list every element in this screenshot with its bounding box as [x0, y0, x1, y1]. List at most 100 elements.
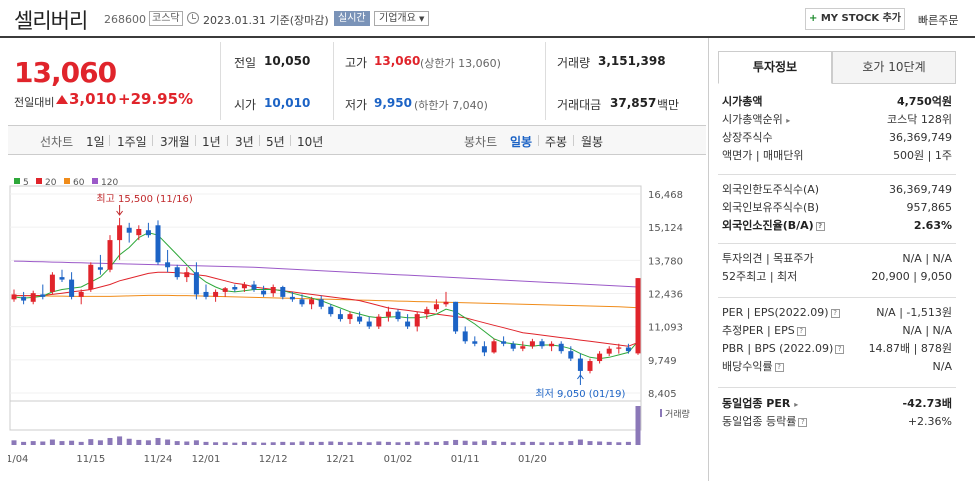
help-icon[interactable]: ? — [798, 417, 808, 427]
candle-body — [510, 343, 516, 349]
period-tab-10y[interactable]: 10년 — [297, 135, 324, 149]
volume-bar — [318, 441, 324, 445]
candle-body — [241, 284, 247, 289]
candle-body — [69, 279, 75, 297]
foreign-limit-value: 36,369,749 — [889, 183, 952, 196]
candle-body — [577, 358, 583, 371]
info-row: 시가총액 4,750억원 — [722, 93, 952, 111]
volume-bar — [577, 439, 583, 445]
candle-body — [520, 346, 526, 349]
candle-tab-weekly[interactable]: 주봉 — [545, 135, 568, 149]
info-row: 동일업종 등락률? +2.36% — [722, 413, 952, 431]
candle-body — [318, 299, 324, 307]
stock-chart: 5 20 60 120 16,468 15,124 13,780 12,436 11,093 9… — [8, 178, 690, 465]
divider — [333, 42, 334, 120]
sector-rate-label: 동일업종 등락률? — [722, 413, 808, 431]
tab-invest-info[interactable]: 투자정보 — [718, 51, 832, 84]
foreign-hold-label: 외국인보유주식수(B) — [722, 201, 820, 214]
volume-bar — [97, 440, 103, 445]
opinion-value: N/A | N/A — [902, 252, 952, 265]
candle-body — [97, 267, 103, 270]
x-tick-label: 11/15 — [76, 454, 105, 465]
candle-tab-daily[interactable]: 일봉 — [510, 135, 533, 149]
volume-bar — [203, 441, 209, 445]
info-row: 52주최고 | 최저 20,900 | 9,050 — [722, 268, 952, 286]
volume-bar — [232, 442, 238, 445]
period-tab-1y[interactable]: 1년 — [202, 135, 221, 149]
opinion-label: 투자의견 | 목표주가 — [722, 252, 814, 265]
period-bar — [8, 125, 706, 155]
foreign-rate-label: 외국인소진율(B/A)? — [722, 217, 825, 235]
quick-order-link[interactable]: 빠른주문 — [918, 14, 959, 27]
company-info-dropdown[interactable]: 기업개요 ▼ — [374, 11, 430, 26]
candle-body — [568, 351, 574, 359]
help-icon[interactable]: ? — [774, 362, 784, 372]
tab-orderbook[interactable]: 호가 10단계 — [832, 51, 956, 84]
per-value: N/A | -1,513원 — [876, 306, 952, 319]
volume-bar — [424, 441, 430, 445]
y-axis: 16,468 15,124 13,780 12,436 11,093 9,749 8,405 — [648, 190, 683, 400]
candle-body — [309, 299, 315, 305]
volume-bar — [433, 441, 439, 445]
market-cap-label: 시가총액 — [722, 95, 763, 108]
current-price: 13,060 — [14, 56, 117, 89]
period-tab-1w[interactable]: 1주일 — [117, 135, 147, 149]
low-label: 저가 — [345, 98, 368, 112]
candle-body — [539, 341, 545, 347]
legend-label: 5 — [23, 178, 29, 188]
candle-body — [232, 286, 238, 290]
help-icon[interactable]: ? — [835, 344, 845, 354]
divider — [109, 135, 110, 146]
divider — [718, 174, 956, 175]
candle-body — [78, 291, 84, 297]
volume-label: 거래량 — [665, 408, 690, 420]
volume-bar — [193, 440, 199, 445]
period-tab-1d[interactable]: 1일 — [86, 135, 105, 149]
div-text: 배당수익률 — [722, 360, 773, 373]
candle-body — [443, 301, 449, 305]
divider — [152, 135, 153, 146]
mystock-add-button[interactable]: + MY STOCK 추가 — [805, 8, 905, 30]
sector-per-label[interactable]: 동일업종 PER ▸ — [722, 395, 798, 414]
amount-unit: 백만 — [657, 98, 680, 112]
candle-tab-monthly[interactable]: 월봉 — [581, 135, 604, 149]
sector-per-text: 동일업종 PER — [722, 397, 791, 410]
per-text: PER | EPS(2022.09) — [722, 306, 829, 319]
help-icon[interactable]: ? — [830, 308, 840, 318]
period-tab-3m[interactable]: 3개월 — [160, 135, 190, 149]
volume-bar — [606, 441, 612, 445]
volume-bar — [366, 442, 372, 445]
candle-body — [414, 314, 420, 327]
volume-bar — [337, 441, 343, 445]
y-tick-label: 9,749 — [648, 356, 677, 367]
candle-body — [261, 290, 267, 295]
volume-bar — [21, 441, 27, 445]
help-icon[interactable]: ? — [815, 221, 825, 231]
volume-bar — [376, 441, 382, 445]
x-tick-label: 12/01 — [192, 454, 221, 465]
div-label: 배당수익률? — [722, 358, 784, 376]
volume-bar — [462, 440, 468, 445]
line-chart-label: 선차트 — [40, 135, 74, 149]
legend-swatch — [14, 178, 20, 184]
volume-bar — [453, 439, 459, 445]
volume-bar — [510, 442, 516, 445]
legend-swatch — [92, 178, 98, 184]
stock-name: 셀리버리 — [14, 9, 88, 33]
sector-rate-value: +2.36% — [907, 415, 952, 428]
help-icon[interactable]: ? — [796, 326, 806, 336]
period-tab-3y[interactable]: 3년 — [235, 135, 254, 149]
candle-body — [88, 264, 94, 290]
open-value: 10,010 — [264, 96, 311, 110]
y-tick-label: 11,093 — [648, 323, 683, 334]
volume-bar — [59, 441, 65, 445]
candle-body — [347, 314, 353, 320]
volume-bar — [347, 442, 353, 445]
volume-bar — [165, 439, 171, 445]
ma-line-20 — [14, 271, 639, 347]
change-amount-value: 3,010 — [69, 90, 117, 108]
candle-body — [251, 284, 257, 290]
par-value: 500원 | 1주 — [893, 149, 952, 162]
realtime-button[interactable]: 실시간 — [334, 11, 370, 26]
period-tab-5y[interactable]: 5년 — [266, 135, 285, 149]
